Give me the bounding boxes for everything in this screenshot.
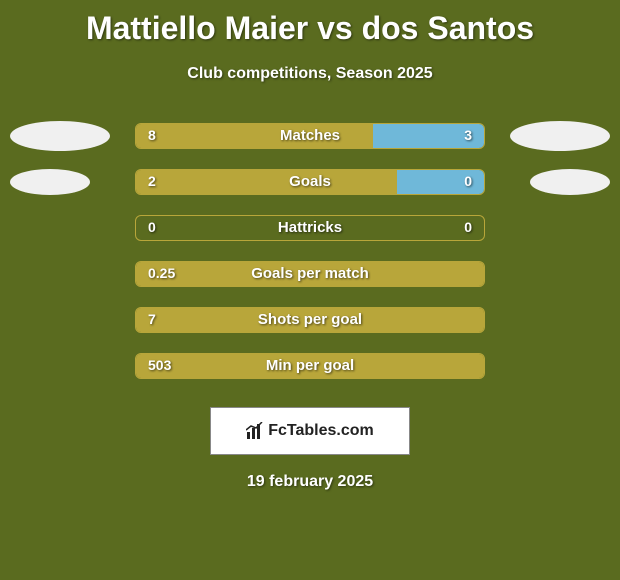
stat-row: 8 3 Matches bbox=[0, 113, 620, 159]
stat-row: 7 Shots per goal bbox=[0, 297, 620, 343]
stat-bar: 7 Shots per goal bbox=[135, 307, 485, 333]
stat-value-left: 2 bbox=[148, 173, 156, 189]
stat-label: Matches bbox=[280, 127, 340, 144]
page-subtitle: Club competitions, Season 2025 bbox=[0, 65, 620, 83]
stat-row: 0 0 Hattricks bbox=[0, 205, 620, 251]
player-left-avatar bbox=[10, 121, 110, 151]
fctables-banner[interactable]: FcTables.com bbox=[210, 407, 410, 455]
stat-value-left: 7 bbox=[148, 311, 156, 327]
stat-bar: 8 3 Matches bbox=[135, 123, 485, 149]
stat-label: Goals bbox=[289, 173, 331, 190]
banner-text: FcTables.com bbox=[268, 422, 374, 440]
page-title: Mattiello Maier vs dos Santos bbox=[0, 0, 620, 47]
stat-row: 2 0 Goals bbox=[0, 159, 620, 205]
stat-value-left: 0 bbox=[148, 219, 156, 235]
stat-value-right: 3 bbox=[464, 127, 472, 143]
stat-label: Shots per goal bbox=[258, 311, 362, 328]
stat-label: Hattricks bbox=[278, 219, 342, 236]
stat-segment-left bbox=[136, 170, 397, 194]
chart-icon bbox=[246, 422, 264, 440]
stat-value-left: 8 bbox=[148, 127, 156, 143]
stat-value-right: 0 bbox=[464, 173, 472, 189]
stat-label: Min per goal bbox=[266, 357, 354, 374]
stat-bar: 503 Min per goal bbox=[135, 353, 485, 379]
stat-bar: 2 0 Goals bbox=[135, 169, 485, 195]
stat-value-left: 503 bbox=[148, 357, 171, 373]
player-left-avatar-2 bbox=[10, 169, 90, 195]
player-right-avatar bbox=[510, 121, 610, 151]
stat-label: Goals per match bbox=[251, 265, 369, 282]
stat-bar: 0.25 Goals per match bbox=[135, 261, 485, 287]
date-label: 19 february 2025 bbox=[0, 473, 620, 491]
stat-bar: 0 0 Hattricks bbox=[135, 215, 485, 241]
comparison-chart: 8 3 Matches 2 0 Goals 0 0 Hattricks 0.25 Goals per… bbox=[0, 113, 620, 389]
stat-row: 503 Min per goal bbox=[0, 343, 620, 389]
player-right-avatar-2 bbox=[530, 169, 610, 195]
stat-row: 0.25 Goals per match bbox=[0, 251, 620, 297]
stat-value-right: 0 bbox=[464, 219, 472, 235]
stat-value-left: 0.25 bbox=[148, 265, 175, 281]
